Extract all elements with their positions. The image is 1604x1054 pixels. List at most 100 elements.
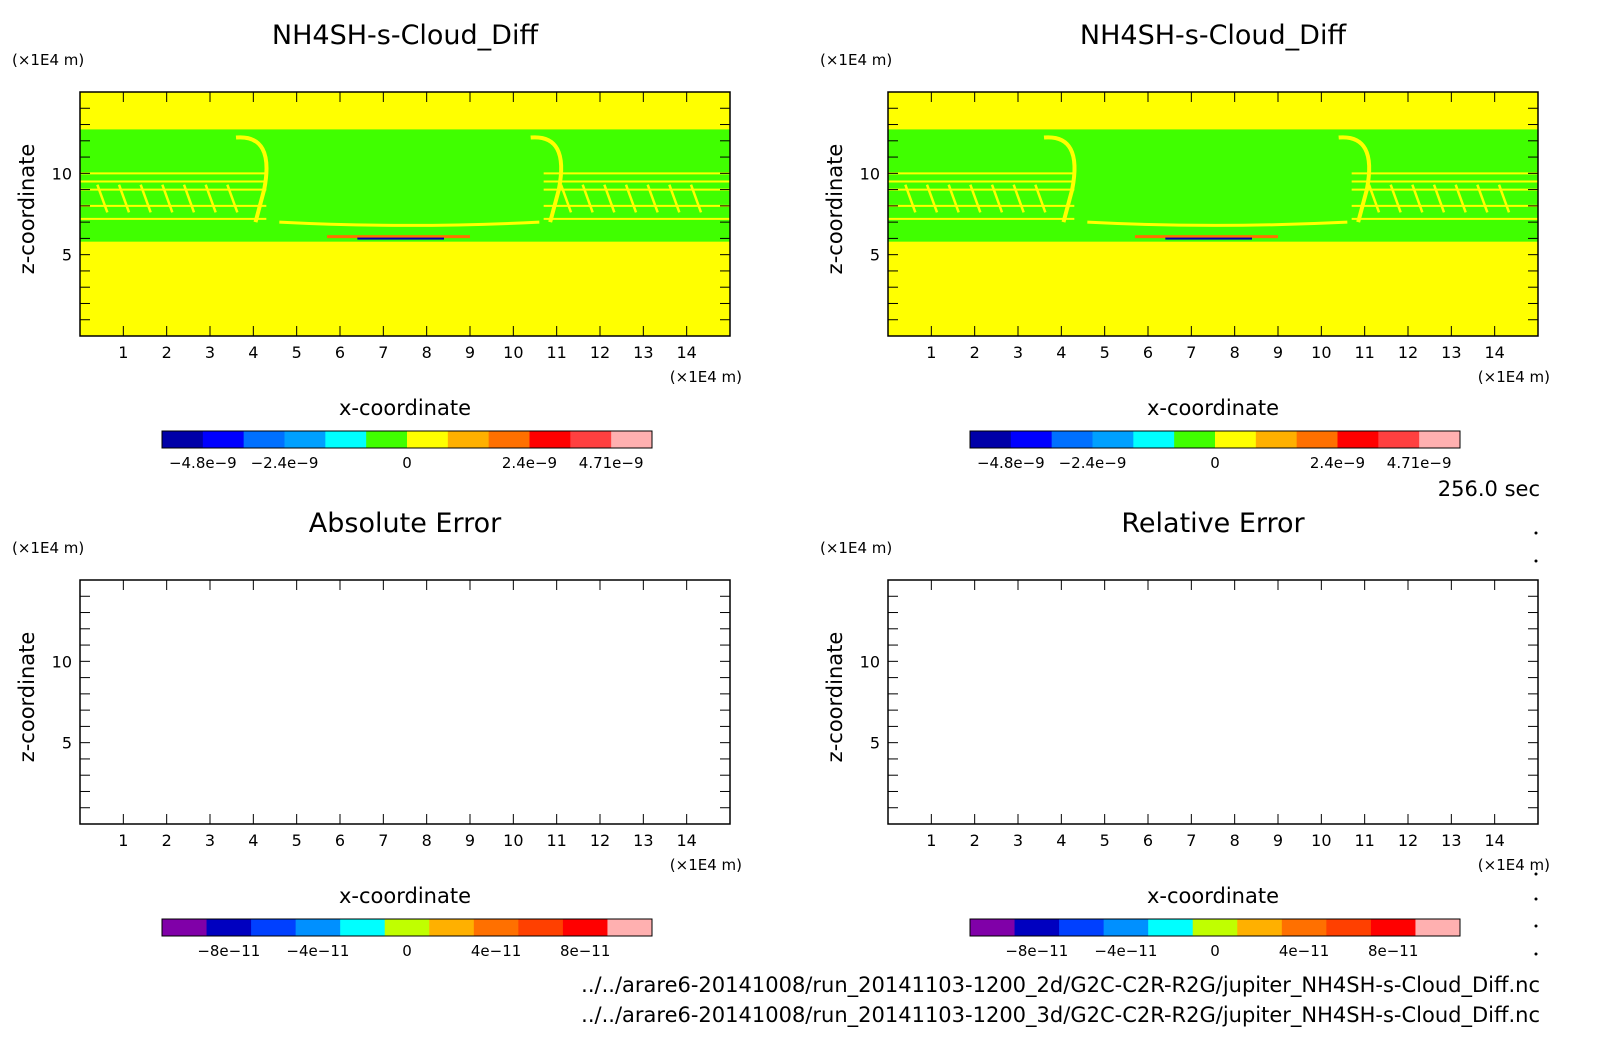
colorbar-swatch [1059,919,1105,936]
contour-line [668,184,681,213]
x-tick-label: 2 [162,343,172,362]
colorbar-swatch [1215,431,1257,448]
colorbar-swatch [206,919,252,936]
base-contour [279,220,540,227]
ticks [888,580,1538,824]
x-tick-label: 14 [1484,831,1504,850]
x-tick-label: 5 [292,831,302,850]
contour-line [1389,184,1402,213]
contour-line [925,184,939,213]
x-tick-label: 11 [546,343,566,362]
x-tick-label: 14 [676,831,696,850]
colorbar-swatch [1133,431,1175,448]
y-unit-label: (×1E4 m) [12,51,84,69]
colorbar-swatch [570,431,612,448]
contour-structure-2 [1351,172,1538,220]
contour-line [990,184,1004,213]
contour-line [117,184,131,213]
plume-edge-2 [1338,135,1372,223]
contour-line [646,184,659,213]
x-tick-label: 3 [205,831,215,850]
colorbar-label: 0 [402,942,412,960]
x-tick-label: 2 [970,831,980,850]
colorbar-swatch [429,919,475,936]
contour-line [139,184,152,213]
contour-line [161,184,174,213]
x-tick-label: 8 [1230,343,1240,362]
x-tick-label: 11 [1354,831,1374,850]
colorbar: −4.8e−9 −2.4e−9 0 2.4e−9 4.71e−9 [161,430,653,472]
contour-line [624,184,638,213]
x-tick-label: 12 [590,831,610,850]
x-unit-label: (×1E4 m) [670,368,742,386]
colorbar-swatch [340,919,386,936]
colorbar-label: 0 [1210,942,1220,960]
colorbar-swatch [1419,431,1461,448]
y-tick-label: 5 [870,734,880,753]
contour-line [1497,184,1511,213]
colorbar-label: −4e−11 [286,942,349,960]
x-tick-label: 3 [205,343,215,362]
contour-line [969,184,982,213]
contour-line [689,184,703,213]
y-tick-label: 10 [860,164,880,183]
colorbar-label: 4e−11 [471,942,521,960]
dot-markers [1534,531,1538,956]
colorbar-swatch [473,919,519,936]
colorbar-swatch [1014,919,1060,936]
colorbar: −4.8e−9 −2.4e−9 0 2.4e−9 4.71e−9 [969,430,1461,472]
x-tick-label: 8 [422,343,432,362]
x-tick-label: 2 [162,831,172,850]
base-contour [1087,220,1348,227]
colorbar-label: 0 [1210,454,1220,472]
y-axis-label: z-coordinate [823,144,847,275]
colorbar-swatch [488,431,530,448]
x-tick-label: 13 [1441,343,1461,362]
y-tick-label: 5 [62,734,72,753]
contour-line [1432,184,1446,213]
colorbar-swatch [243,431,285,448]
contour-line [1476,184,1489,213]
x-tick-label: 9 [465,343,475,362]
colorbar-swatch [970,431,1012,448]
colorbar-swatch [447,431,490,448]
plot-frame [79,91,731,337]
x-tick-label: 4 [248,831,258,850]
positive-anomaly [327,235,470,239]
contour-line [96,184,109,213]
colorbar-swatch [611,431,653,448]
colorbar-swatch [1370,919,1416,936]
contour-line [947,184,960,213]
x-tick-label: 6 [335,831,345,850]
colorbar: −8e−11 −4e−11 0 4e−11 8e−11 [969,918,1461,960]
colorbar-swatch [384,919,430,936]
colorbar-label: 2.4e−9 [502,454,557,472]
x-tick-label: 6 [1143,831,1153,850]
x-tick-label: 10 [503,831,523,850]
colorbar-swatch [295,919,341,936]
x-tick-label: 13 [633,831,653,850]
x-tick-label: 5 [1100,343,1110,362]
contour-line [182,184,196,213]
contour-field [80,92,730,336]
y-unit-label: (×1E4 m) [820,539,892,557]
colorbar-label: −4.8e−9 [169,454,237,472]
negative-anomaly [1165,237,1252,240]
x-tick-label: 14 [676,343,696,362]
x-tick-label: 6 [1143,343,1153,362]
file-path-2d: ../../arare6-20141008/run_20141103-1200_… [581,973,1540,998]
y-tick-label: 5 [870,246,880,265]
colorbar: −8e−11 −4e−11 0 4e−11 8e−11 [161,918,653,960]
x-tick-label: 9 [1273,343,1283,362]
chart-panel-4: Relative Error(×1E4 m)1 2 3 4 5 6 7 8 9 10 11 12 13 1… [820,508,1550,960]
y-tick-label: 10 [52,652,72,671]
contour-line [226,184,239,213]
x-axis-label: x-coordinate [1147,396,1279,420]
y-tick-label: 10 [52,164,72,183]
contour-line [1411,184,1424,213]
timestamp-label: 256.0 sec [1438,477,1540,501]
cloud-band [80,129,730,242]
x-tick-label: 12 [1398,343,1418,362]
y-axis-label: z-coordinate [15,632,39,763]
colorbar-swatch [1237,919,1283,936]
